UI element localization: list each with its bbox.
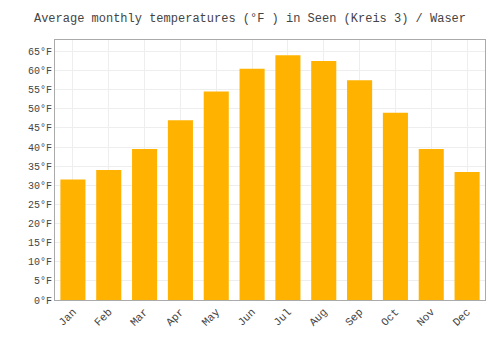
svg-text:60°F: 60°F	[28, 66, 52, 77]
svg-text:May: May	[200, 306, 223, 329]
svg-text:Aug: Aug	[307, 306, 329, 328]
svg-text:Mar: Mar	[128, 306, 150, 328]
svg-text:Jan: Jan	[56, 306, 78, 328]
svg-text:20°F: 20°F	[28, 219, 52, 230]
svg-text:Sep: Sep	[343, 306, 365, 328]
svg-text:Jun: Jun	[236, 306, 258, 328]
svg-text:Apr: Apr	[164, 306, 186, 328]
svg-text:Average monthly temperatures (: Average monthly temperatures (°F ) in Se…	[34, 12, 466, 26]
svg-text:45°F: 45°F	[28, 123, 52, 134]
svg-text:0°F: 0°F	[34, 296, 52, 307]
svg-text:Feb: Feb	[92, 306, 114, 328]
svg-text:Jul: Jul	[271, 306, 293, 328]
svg-text:5°F: 5°F	[34, 276, 52, 287]
svg-text:25°F: 25°F	[28, 200, 52, 211]
svg-text:50°F: 50°F	[28, 104, 52, 115]
svg-text:10°F: 10°F	[28, 257, 52, 268]
svg-text:40°F: 40°F	[28, 143, 52, 154]
svg-text:Nov: Nov	[415, 306, 438, 329]
svg-text:35°F: 35°F	[28, 162, 52, 173]
svg-text:30°F: 30°F	[28, 181, 52, 192]
svg-text:15°F: 15°F	[28, 238, 52, 249]
svg-text:Dec: Dec	[451, 306, 473, 328]
svg-text:55°F: 55°F	[28, 85, 52, 96]
svg-text:65°F: 65°F	[28, 47, 52, 58]
svg-text:Oct: Oct	[379, 306, 401, 328]
